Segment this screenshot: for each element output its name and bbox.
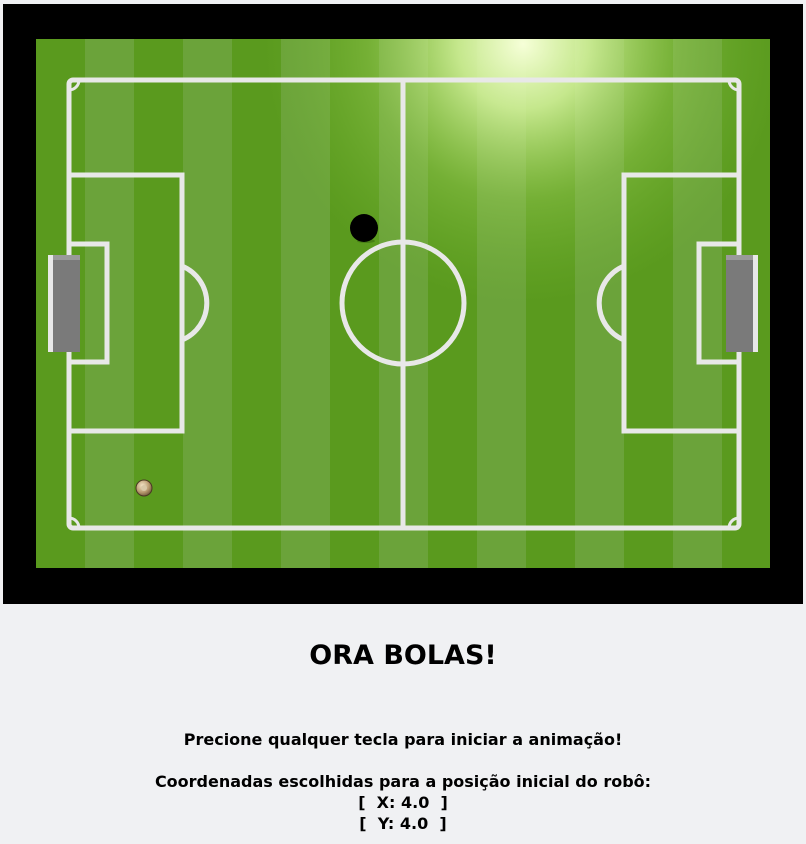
game-canvas[interactable] [3, 4, 803, 604]
robot-icon [135, 479, 153, 497]
center-circle [339, 239, 467, 367]
coordinate-y: [ Y: 4.0 ] [359, 814, 447, 833]
left-goal [48, 255, 80, 352]
corner-arcs [68, 79, 740, 529]
page-title: ORA BOLAS! [309, 640, 497, 671]
right-goal [726, 255, 758, 352]
soccer-field [36, 39, 770, 568]
coordinates-heading: Coordenadas escolhidas para a posição in… [154, 772, 652, 791]
left-penalty-arc [180, 263, 210, 343]
right-penalty-arc [596, 263, 626, 343]
coordinates-block: Coordenadas escolhidas para a posição in… [0, 771, 806, 834]
instruction-text: Precione qualquer tecla para iniciar a a… [183, 730, 623, 749]
black-ball-icon [350, 214, 378, 243]
coordinate-x: [ X: 4.0 ] [358, 793, 448, 812]
